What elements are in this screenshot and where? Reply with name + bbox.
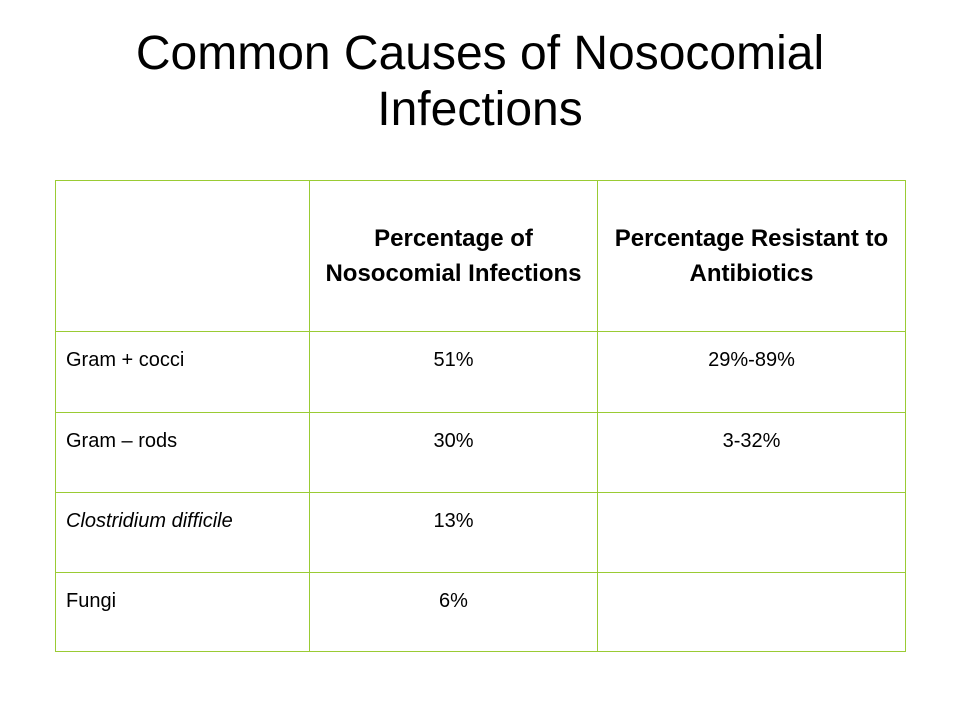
percent-infections-cell: 30%	[309, 412, 598, 493]
table-row: Gram – rods 30% 3-32%	[55, 412, 906, 493]
header-cell-empty	[55, 180, 310, 332]
percent-resistant-cell	[597, 492, 906, 573]
percent-infections-cell: 51%	[309, 331, 598, 413]
table-header-row: Percentage of Nosocomial Infections Perc…	[55, 180, 906, 332]
percent-infections-cell: 6%	[309, 572, 598, 652]
percent-resistant-cell	[597, 572, 906, 652]
percent-resistant-cell: 3-32%	[597, 412, 906, 493]
table-row: Gram + cocci 51% 29%-89%	[55, 331, 906, 413]
table-row: Fungi 6%	[55, 572, 906, 652]
organism-cell: Gram – rods	[55, 412, 310, 493]
slide-title: Common Causes of Nosocomial Infections	[135, 27, 825, 136]
percent-infections-cell: 13%	[309, 492, 598, 573]
header-percentage-resistant: Percentage Resistant to Antibiotics	[597, 180, 906, 332]
organism-cell: Fungi	[55, 572, 310, 652]
nosocomial-infections-table: Percentage of Nosocomial Infections Perc…	[55, 180, 906, 652]
table-row: Clostridium difficile 13%	[55, 492, 906, 573]
header-percentage-of-infections: Percentage of Nosocomial Infections	[309, 180, 598, 332]
organism-cell: Gram + cocci	[55, 331, 310, 413]
organism-cell: Clostridium difficile	[55, 492, 310, 573]
percent-resistant-cell: 29%-89%	[597, 331, 906, 413]
